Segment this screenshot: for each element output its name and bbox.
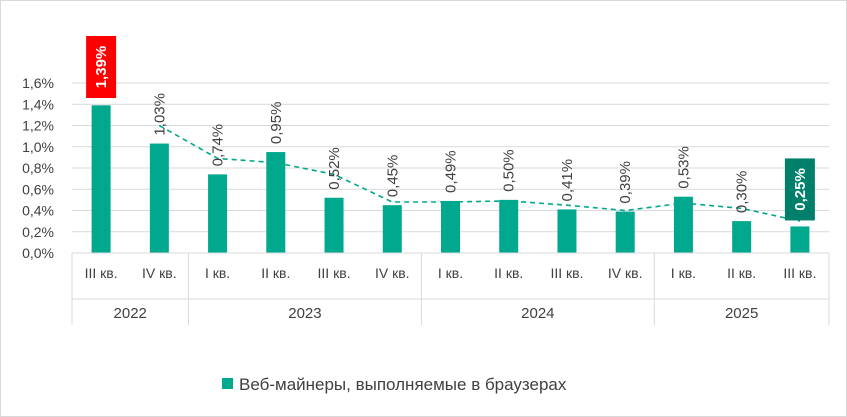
data-labels: 1,39% 1,03% 0,74% 0,95% 0,52% 0,45% 0,49% 0,50%… <box>86 36 815 221</box>
x-category-label: III кв. <box>85 265 118 281</box>
data-label: 0,74% <box>210 124 227 167</box>
legend-swatch <box>222 378 233 389</box>
highlight-label-box <box>784 158 815 221</box>
y-tick-label: 0,8% <box>22 160 54 176</box>
x-category-label: II кв. <box>494 265 523 281</box>
bar <box>149 143 169 253</box>
data-label: 0,39% <box>617 161 634 204</box>
data-label: 0,25% <box>792 168 809 211</box>
data-label: 0,49% <box>443 150 460 193</box>
bar <box>732 221 752 253</box>
x-axis: III кв. IV кв. I кв. II кв. III кв. IV кв. I к… <box>71 252 830 325</box>
data-label: 1,39% <box>93 46 110 89</box>
data-label: 0,52% <box>326 147 343 190</box>
bar <box>499 199 519 253</box>
data-label: 0,41% <box>559 159 576 202</box>
legend-label: Веб-майнеры, выполняемые в браузерах <box>239 375 567 394</box>
x-group-label: 2022 <box>114 305 147 322</box>
y-tick-label: 1,2% <box>22 118 54 134</box>
x-category-label: IV кв. <box>375 265 410 281</box>
y-axis-ticks: 0,0% 0,2% 0,4% 0,6% 0,8% 1,0% 1,2% 1,4% 1,6% <box>22 75 54 261</box>
x-category-label: IV кв. <box>608 265 643 281</box>
bar <box>673 196 693 253</box>
y-tick-label: 1,4% <box>22 96 54 112</box>
bar <box>266 152 286 253</box>
legend: Веб-майнеры, выполняемые в браузерах <box>222 375 567 394</box>
data-label: 1,03% <box>151 93 168 136</box>
bar <box>382 205 402 253</box>
bars <box>91 105 810 253</box>
x-category-label: II кв. <box>261 265 290 281</box>
x-category-label: III кв. <box>783 265 816 281</box>
x-category-label: IV кв. <box>142 265 177 281</box>
x-group-label: 2024 <box>521 305 554 322</box>
y-tick-label: 0,6% <box>22 181 54 197</box>
x-category-label: III кв. <box>318 265 351 281</box>
y-tick-label: 0,4% <box>22 203 54 219</box>
highlight-label-box <box>86 36 117 98</box>
x-category-label: I кв. <box>671 265 696 281</box>
gridlines <box>72 82 829 254</box>
bar <box>91 105 111 253</box>
bar <box>441 200 460 253</box>
trendline-path <box>158 124 801 222</box>
y-tick-label: 1,0% <box>22 139 54 155</box>
data-label: 0,30% <box>734 171 751 214</box>
x-category-label: I кв. <box>438 265 463 281</box>
y-tick-label: 0,0% <box>22 245 54 261</box>
bar <box>615 211 635 253</box>
x-category-label: II кв. <box>727 265 756 281</box>
data-label: 0,50% <box>501 149 518 192</box>
y-tick-label: 0,2% <box>22 224 54 240</box>
y-tick-label: 1,6% <box>22 75 54 91</box>
bar <box>324 197 344 253</box>
x-category-label: I кв. <box>205 265 230 281</box>
x-category-label: III кв. <box>550 265 583 281</box>
bar <box>208 174 228 253</box>
x-group-label: 2023 <box>288 305 321 322</box>
data-label: 0,45% <box>384 155 401 198</box>
bar <box>790 226 810 253</box>
x-group-label: 2025 <box>725 305 758 322</box>
trendline <box>158 124 801 222</box>
bar <box>557 209 577 253</box>
data-label: 0,53% <box>675 146 692 189</box>
data-label: 0,95% <box>268 102 285 145</box>
